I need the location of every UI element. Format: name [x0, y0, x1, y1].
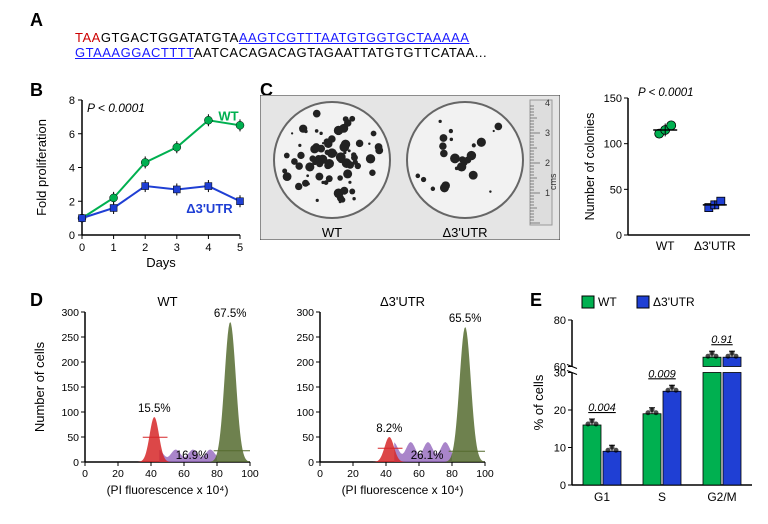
seq-black2: AATCACAGACAGTAGAATTATGTGTTCATAA... — [194, 45, 487, 60]
svg-text:150: 150 — [61, 382, 79, 394]
svg-text:WT: WT — [157, 294, 177, 309]
svg-text:100: 100 — [604, 139, 622, 151]
svg-text:0: 0 — [616, 230, 622, 242]
svg-text:10: 10 — [554, 443, 566, 455]
svg-text:Δ3'UTR: Δ3'UTR — [653, 295, 695, 309]
svg-text:15.5%: 15.5% — [138, 403, 171, 415]
svg-text:200: 200 — [61, 357, 79, 369]
svg-text:65.5%: 65.5% — [449, 313, 482, 325]
svg-text:1: 1 — [111, 242, 117, 254]
panel-e-container: 010203060800.004G10.009S0.91G2/MWTΔ3'UTR… — [530, 290, 750, 500]
svg-text:16.9%: 16.9% — [176, 450, 209, 462]
svg-text:100: 100 — [296, 407, 314, 419]
svg-text:250: 250 — [296, 332, 314, 344]
svg-text:50: 50 — [610, 184, 622, 196]
svg-text:Fold proliferation: Fold proliferation — [34, 119, 49, 216]
flow-cytometry-histograms: 05010015020025030002040608010015.5%16.9%… — [30, 290, 510, 510]
svg-text:2: 2 — [142, 242, 148, 254]
sequence-text: TAAGTGACTGGATATGTAAAGTCGTTTAATGTGGTGCTAA… — [75, 30, 487, 60]
svg-text:20: 20 — [347, 468, 359, 480]
svg-text:100: 100 — [241, 468, 259, 480]
svg-text:150: 150 — [604, 93, 622, 105]
svg-text:150: 150 — [296, 382, 314, 394]
svg-text:P < 0.0001: P < 0.0001 — [638, 87, 694, 99]
svg-text:0.004: 0.004 — [588, 402, 616, 414]
svg-text:0.91: 0.91 — [711, 334, 732, 346]
proliferation-line-chart: 0 2 4 6 8 0 1 2 3 4 5 P < 0.0001 WT Δ3'UTR Days Fold pr… — [30, 80, 250, 270]
panel-b-chart: 02468012345P < 0.0001WTΔ3'UTRDaysFold pr… — [30, 80, 230, 260]
svg-text:0: 0 — [308, 457, 314, 469]
svg-text:0: 0 — [82, 468, 88, 480]
svg-text:60: 60 — [554, 362, 566, 374]
svg-text:20: 20 — [112, 468, 124, 480]
seq-underline2: GTAAAGGACTTTT — [75, 45, 194, 60]
panel-c-container: 1234cmsWTΔ3'UTR 050100150P < 0.0001WTΔ3'… — [260, 80, 750, 260]
svg-text:80: 80 — [554, 315, 566, 327]
svg-text:80: 80 — [211, 468, 223, 480]
svg-text:250: 250 — [61, 332, 79, 344]
svg-text:40: 40 — [380, 468, 392, 480]
petri-dish-image: 1234cmsWTΔ3'UTR — [260, 95, 560, 240]
svg-text:WT: WT — [598, 295, 617, 309]
svg-text:WT: WT — [322, 225, 342, 240]
svg-text:67.5%: 67.5% — [214, 308, 247, 320]
svg-text:300: 300 — [61, 307, 79, 319]
svg-text:20: 20 — [554, 405, 566, 417]
svg-text:4: 4 — [545, 98, 550, 108]
seq-black1: GTGACTGGATATGTA — [101, 30, 239, 45]
svg-text:2: 2 — [69, 196, 75, 208]
svg-text:50: 50 — [302, 432, 314, 444]
svg-text:5: 5 — [237, 242, 243, 254]
svg-text:Δ3'UTR: Δ3'UTR — [186, 201, 233, 216]
svg-text:Δ3'UTR: Δ3'UTR — [442, 225, 487, 240]
svg-text:3: 3 — [174, 242, 180, 254]
svg-text:300: 300 — [296, 307, 314, 319]
svg-text:WT: WT — [656, 239, 675, 250]
svg-text:G2/M: G2/M — [707, 490, 736, 504]
colony-count-plot: 0 50 100 150 P < 0.0001 WT Δ3'UTR Number of col… — [580, 80, 750, 250]
svg-text:0: 0 — [560, 480, 566, 492]
svg-text:0.009: 0.009 — [648, 368, 676, 380]
svg-text:(PI fluorescence x 10⁴): (PI fluorescence x 10⁴) — [107, 483, 229, 497]
svg-text:4: 4 — [69, 163, 75, 175]
svg-text:Δ3'UTR: Δ3'UTR — [694, 239, 736, 250]
svg-text:60: 60 — [178, 468, 190, 480]
svg-text:50: 50 — [67, 432, 79, 444]
svg-text:40: 40 — [145, 468, 157, 480]
svg-text:S: S — [658, 490, 666, 504]
svg-text:4: 4 — [205, 242, 211, 254]
panel-d-container: 05010015020025030002040608010015.5%16.9%… — [30, 290, 500, 500]
svg-text:0: 0 — [317, 468, 323, 480]
svg-text:(PI fluorescence x 10⁴): (PI fluorescence x 10⁴) — [342, 483, 464, 497]
svg-text:WT: WT — [218, 108, 238, 123]
cell-cycle-bar-chart: 010203060800.004G10.009S0.91G2/MWTΔ3'UTR… — [530, 290, 760, 510]
svg-text:8.2%: 8.2% — [376, 423, 402, 435]
svg-text:Days: Days — [146, 255, 176, 270]
svg-text:100: 100 — [61, 407, 79, 419]
panel-a-label: A — [30, 10, 43, 31]
taa-codon: TAA — [75, 30, 101, 45]
seq-underline1: AAGTCGTTTAATGTGGTGCTAAAAA — [239, 30, 470, 45]
svg-text:% of cells: % of cells — [531, 374, 546, 430]
svg-text:0: 0 — [73, 457, 79, 469]
svg-text:Number of cells: Number of cells — [32, 341, 47, 432]
svg-text:0: 0 — [79, 242, 85, 254]
svg-text:Number of colonies: Number of colonies — [583, 113, 597, 221]
svg-text:80: 80 — [446, 468, 458, 480]
svg-text:3: 3 — [545, 128, 550, 138]
svg-text:G1: G1 — [594, 490, 610, 504]
svg-text:Δ3'UTR: Δ3'UTR — [380, 294, 425, 309]
svg-text:8: 8 — [69, 95, 75, 107]
svg-text:200: 200 — [296, 357, 314, 369]
svg-text:cms: cms — [548, 173, 558, 190]
svg-text:6: 6 — [69, 129, 75, 141]
svg-text:26.1%: 26.1% — [411, 450, 444, 462]
svg-text:60: 60 — [413, 468, 425, 480]
svg-text:2: 2 — [545, 158, 550, 168]
svg-text:0: 0 — [69, 230, 75, 242]
svg-text:P < 0.0001: P < 0.0001 — [87, 101, 145, 115]
svg-text:100: 100 — [476, 468, 494, 480]
